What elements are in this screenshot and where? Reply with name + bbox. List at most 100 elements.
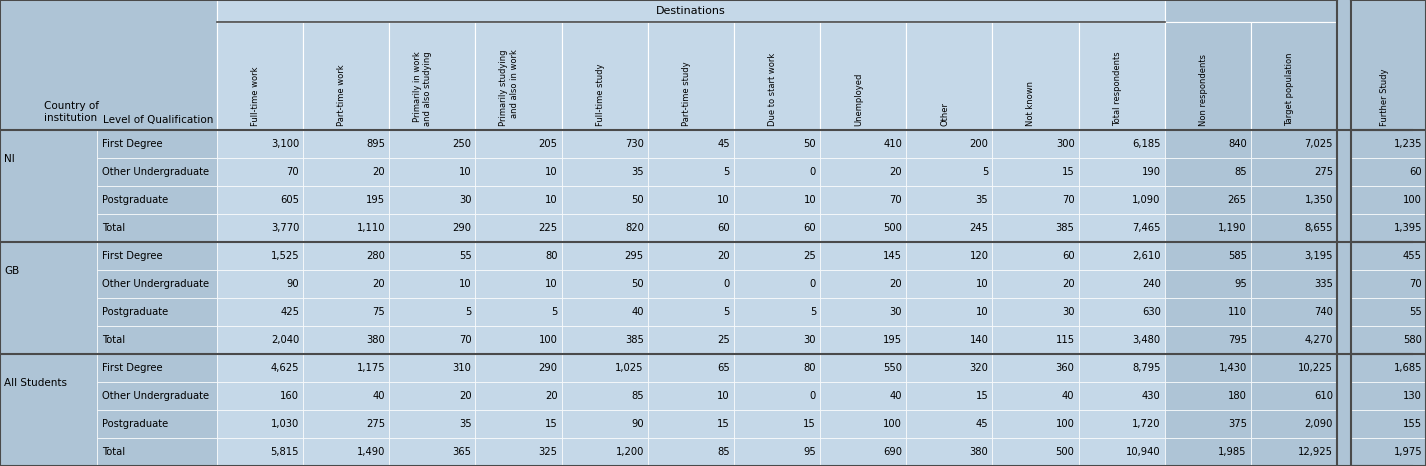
Bar [734, 158, 820, 186]
Bar [389, 410, 475, 438]
Text: 895: 895 [366, 139, 385, 149]
Text: 100: 100 [883, 419, 903, 429]
Bar [475, 130, 562, 158]
Bar [1251, 214, 1338, 242]
Bar [217, 186, 304, 214]
Text: 50: 50 [632, 195, 643, 205]
Bar [734, 438, 820, 466]
Bar [389, 382, 475, 410]
Text: 380: 380 [366, 335, 385, 345]
Bar [0, 354, 97, 466]
Text: All Students: All Students [4, 378, 67, 388]
Text: Unemployed: Unemployed [854, 73, 863, 126]
Bar [1165, 130, 1251, 158]
Bar [1350, 410, 1426, 438]
Bar [475, 410, 562, 438]
Text: 12,925: 12,925 [1298, 447, 1333, 457]
Text: 840: 840 [1228, 139, 1246, 149]
Text: 5: 5 [465, 307, 472, 317]
Bar [97, 382, 217, 410]
Bar [907, 354, 992, 382]
Text: 145: 145 [883, 251, 903, 261]
Text: 2,090: 2,090 [1305, 419, 1333, 429]
Text: 1,090: 1,090 [1132, 195, 1161, 205]
Text: 5,815: 5,815 [271, 447, 299, 457]
Bar [562, 270, 647, 298]
Bar [820, 298, 907, 326]
Bar [304, 214, 389, 242]
Text: 205: 205 [539, 139, 558, 149]
Text: 5: 5 [723, 167, 730, 177]
Text: 40: 40 [1062, 391, 1075, 401]
Bar [820, 242, 907, 270]
Bar [647, 382, 734, 410]
Bar [734, 354, 820, 382]
Text: 610: 610 [1313, 391, 1333, 401]
Text: Country of
institution: Country of institution [44, 101, 98, 123]
Bar [304, 158, 389, 186]
Text: 335: 335 [1315, 279, 1333, 289]
Bar [389, 130, 475, 158]
Text: 70: 70 [1062, 195, 1075, 205]
Bar [1251, 382, 1338, 410]
Bar [304, 298, 389, 326]
Bar [1165, 382, 1251, 410]
Text: 70: 70 [459, 335, 472, 345]
Text: 1,110: 1,110 [356, 223, 385, 233]
Bar [97, 186, 217, 214]
Bar [992, 382, 1078, 410]
Bar [475, 158, 562, 186]
Bar [1251, 298, 1338, 326]
Bar [304, 242, 389, 270]
Text: 245: 245 [970, 223, 988, 233]
Text: 690: 690 [883, 447, 903, 457]
Bar [734, 298, 820, 326]
Text: 15: 15 [803, 419, 816, 429]
Bar [907, 186, 992, 214]
Text: 290: 290 [539, 363, 558, 373]
Bar [1251, 410, 1338, 438]
Bar [97, 410, 217, 438]
Bar [820, 214, 907, 242]
Bar [217, 382, 304, 410]
Bar [1165, 158, 1251, 186]
Text: 20: 20 [545, 391, 558, 401]
Text: 100: 100 [1055, 419, 1075, 429]
Text: 1,430: 1,430 [1219, 363, 1246, 373]
Text: 385: 385 [625, 335, 643, 345]
Bar [907, 298, 992, 326]
Bar [734, 382, 820, 410]
Text: 10,940: 10,940 [1127, 447, 1161, 457]
Text: 5: 5 [983, 167, 988, 177]
Text: 30: 30 [890, 307, 903, 317]
Bar [907, 242, 992, 270]
Text: 20: 20 [890, 167, 903, 177]
Bar [992, 158, 1078, 186]
Text: Further Study: Further Study [1379, 69, 1389, 126]
Bar [1078, 158, 1165, 186]
Text: 500: 500 [883, 223, 903, 233]
Text: 60: 60 [1062, 251, 1075, 261]
Bar [734, 410, 820, 438]
Text: 65: 65 [717, 363, 730, 373]
Text: 1,525: 1,525 [271, 251, 299, 261]
Bar [647, 130, 734, 158]
Text: 10: 10 [459, 167, 472, 177]
Bar [97, 298, 217, 326]
Text: 1,025: 1,025 [615, 363, 643, 373]
Bar [562, 326, 647, 354]
Bar [820, 270, 907, 298]
Bar [304, 438, 389, 466]
Text: First Degree: First Degree [103, 251, 163, 261]
Text: 200: 200 [970, 139, 988, 149]
Bar [647, 438, 734, 466]
Text: GB: GB [4, 267, 19, 276]
Bar [820, 130, 907, 158]
Bar [97, 270, 217, 298]
Bar [1350, 214, 1426, 242]
Bar [1165, 270, 1251, 298]
Bar [217, 130, 304, 158]
Text: 8,655: 8,655 [1305, 223, 1333, 233]
Text: 1,395: 1,395 [1393, 223, 1422, 233]
Text: 30: 30 [459, 195, 472, 205]
